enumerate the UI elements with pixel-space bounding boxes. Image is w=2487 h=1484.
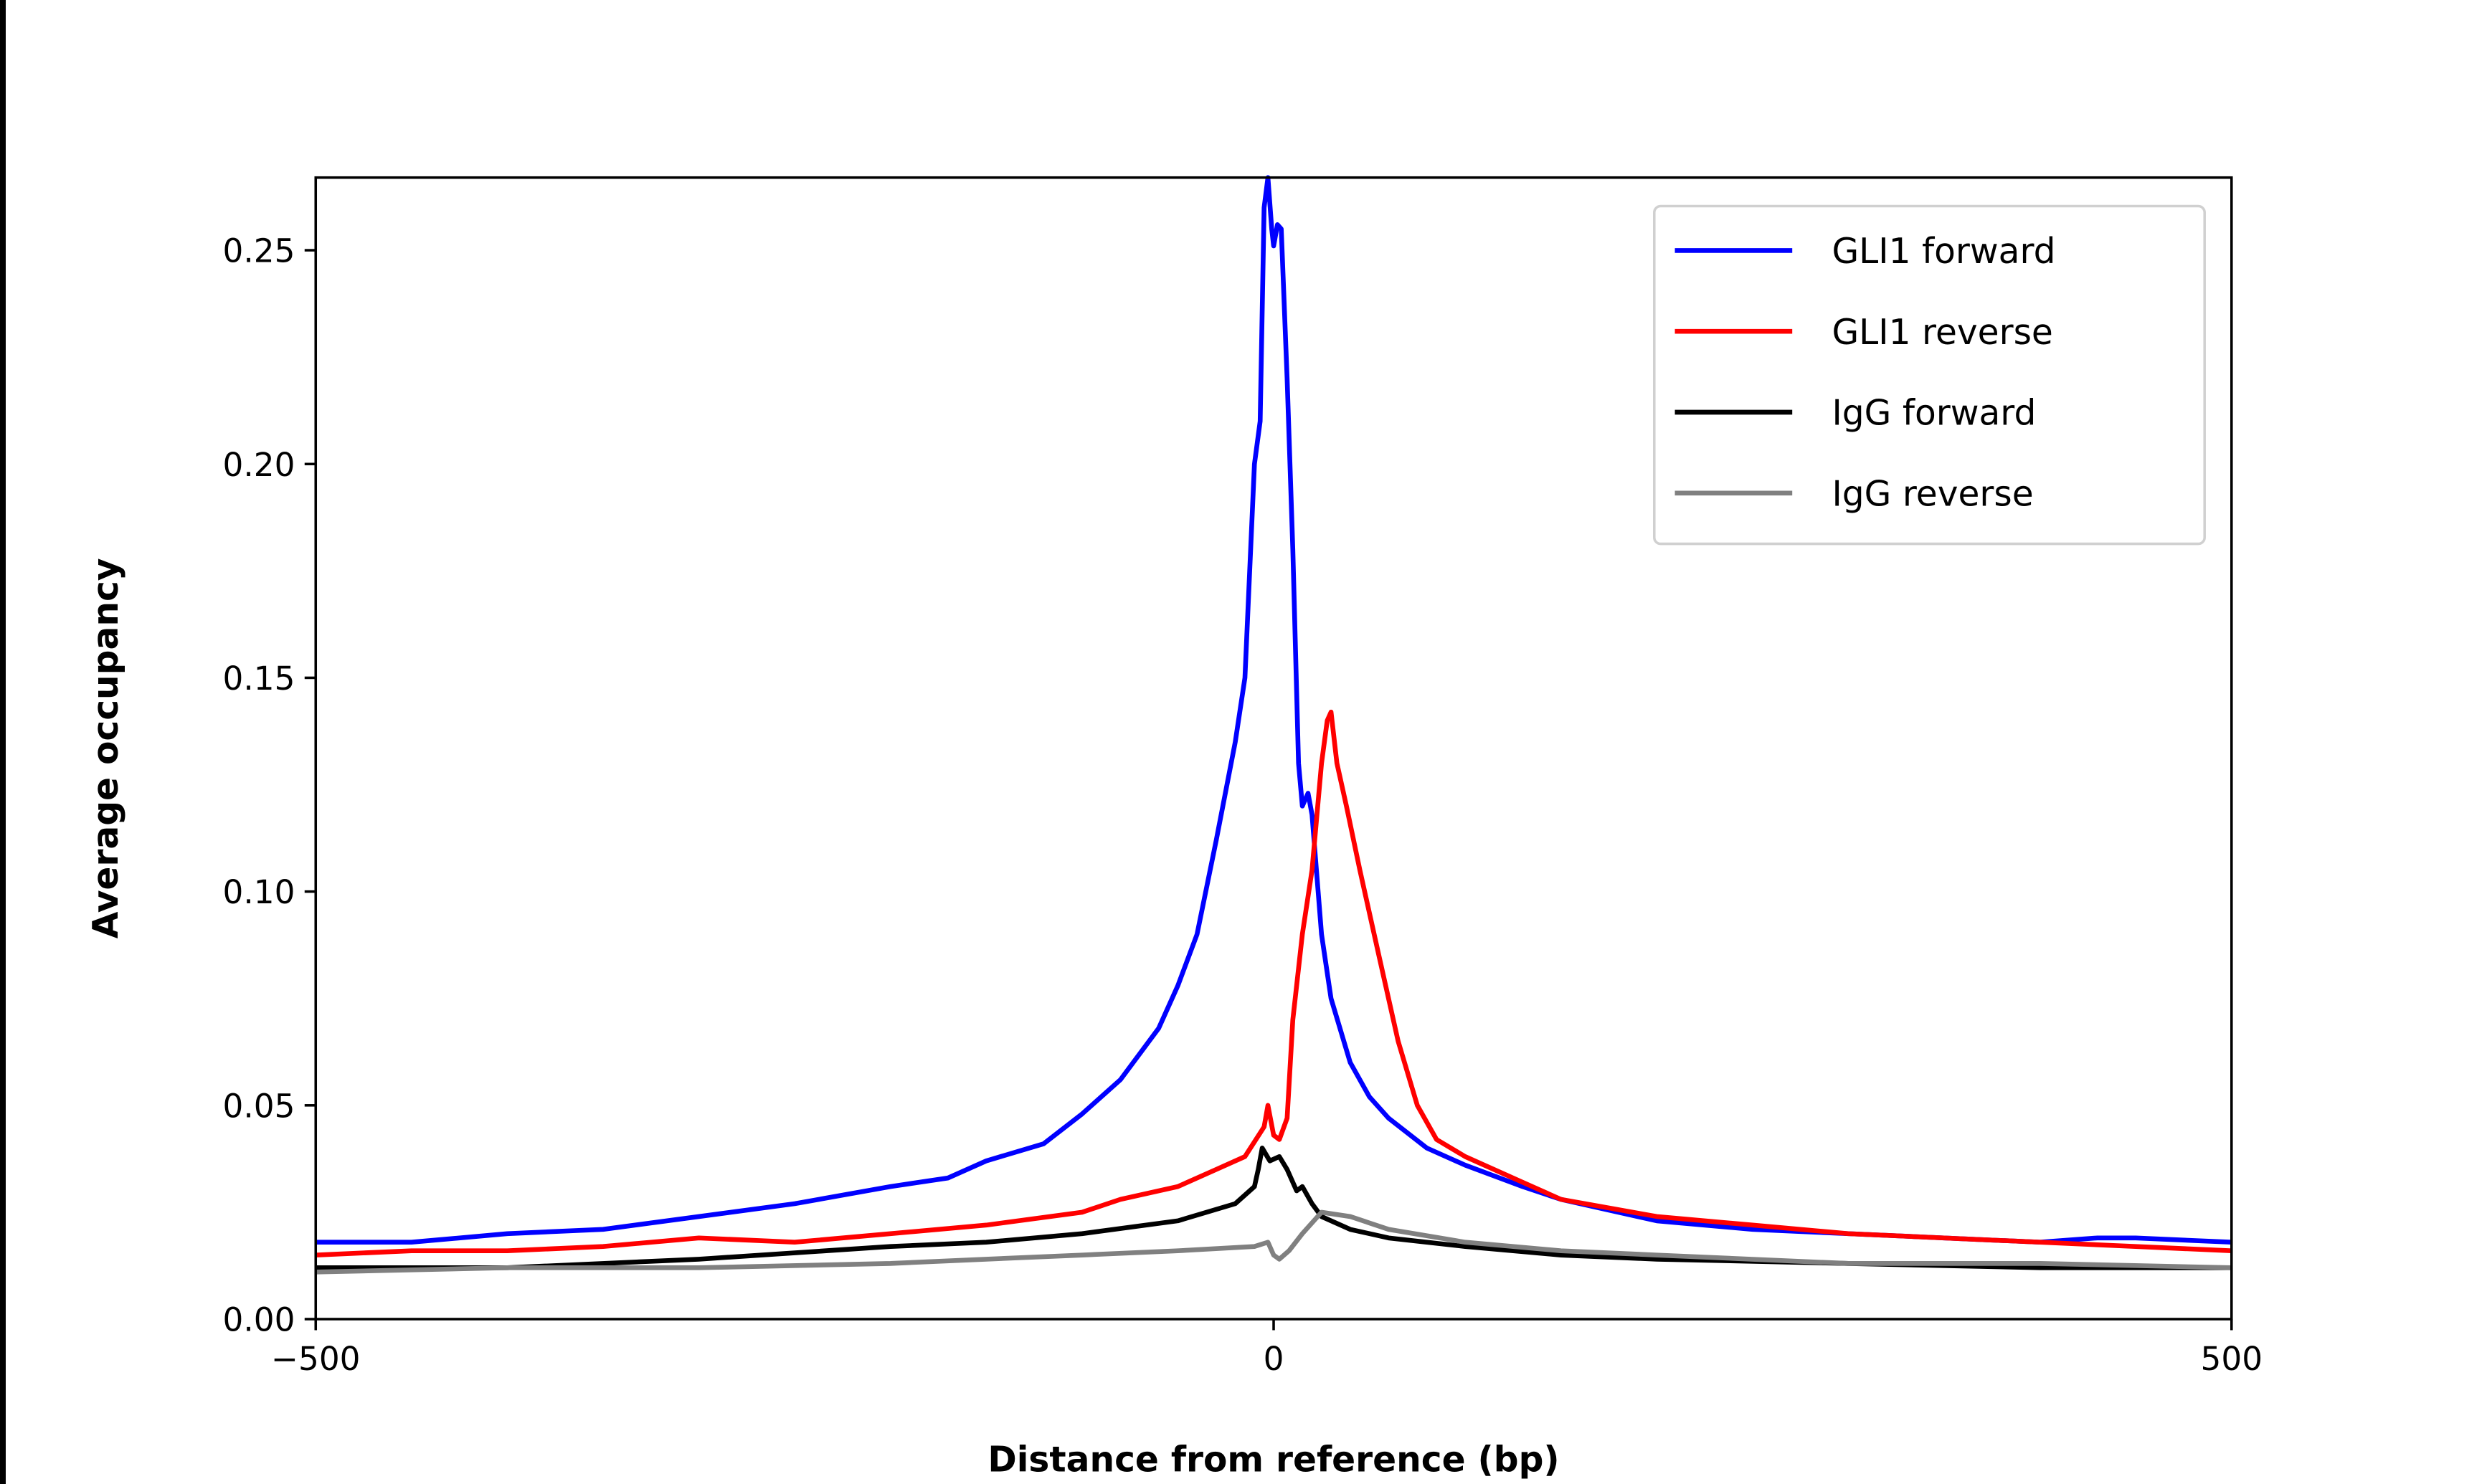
series-line-igg-forward <box>316 1146 2232 1270</box>
y-tick-label: 0.05 <box>223 1087 295 1125</box>
x-tick-label: 500 <box>2201 1340 2263 1378</box>
y-tick-label: 0.10 <box>223 873 295 911</box>
x-axis-label: Distance from reference (bp) <box>987 1440 1559 1480</box>
y-ticks: 0.00 0.05 0.10 0.15 0.20 0.25 <box>223 232 316 1339</box>
y-tick-label: 0.25 <box>223 232 295 270</box>
y-axis-label: Average occupancy <box>86 558 126 939</box>
legend-label: IgG forward <box>1832 394 2036 434</box>
series-line-gli1-reverse <box>316 709 2232 1257</box>
x-tick-label: 0 <box>1264 1340 1284 1378</box>
series-lines <box>316 175 2232 1275</box>
series-line-igg-reverse <box>316 1209 2232 1275</box>
y-tick-label: 0.15 <box>223 660 295 698</box>
left-border <box>0 0 6 1484</box>
legend-box <box>1653 204 2206 546</box>
x-ticks: −500 0 500 <box>271 1319 2263 1378</box>
x-tick-label: −500 <box>271 1340 361 1378</box>
legend-label: GLI1 forward <box>1832 232 2055 272</box>
legend-label: GLI1 reverse <box>1832 313 2052 353</box>
legend: GLI1 forward GLI1 reverse IgG forward IgG r… <box>1653 204 2206 546</box>
y-tick-label: 0.00 <box>223 1301 295 1339</box>
legend-label: IgG reverse <box>1832 474 2033 514</box>
y-tick-label: 0.20 <box>223 446 295 484</box>
